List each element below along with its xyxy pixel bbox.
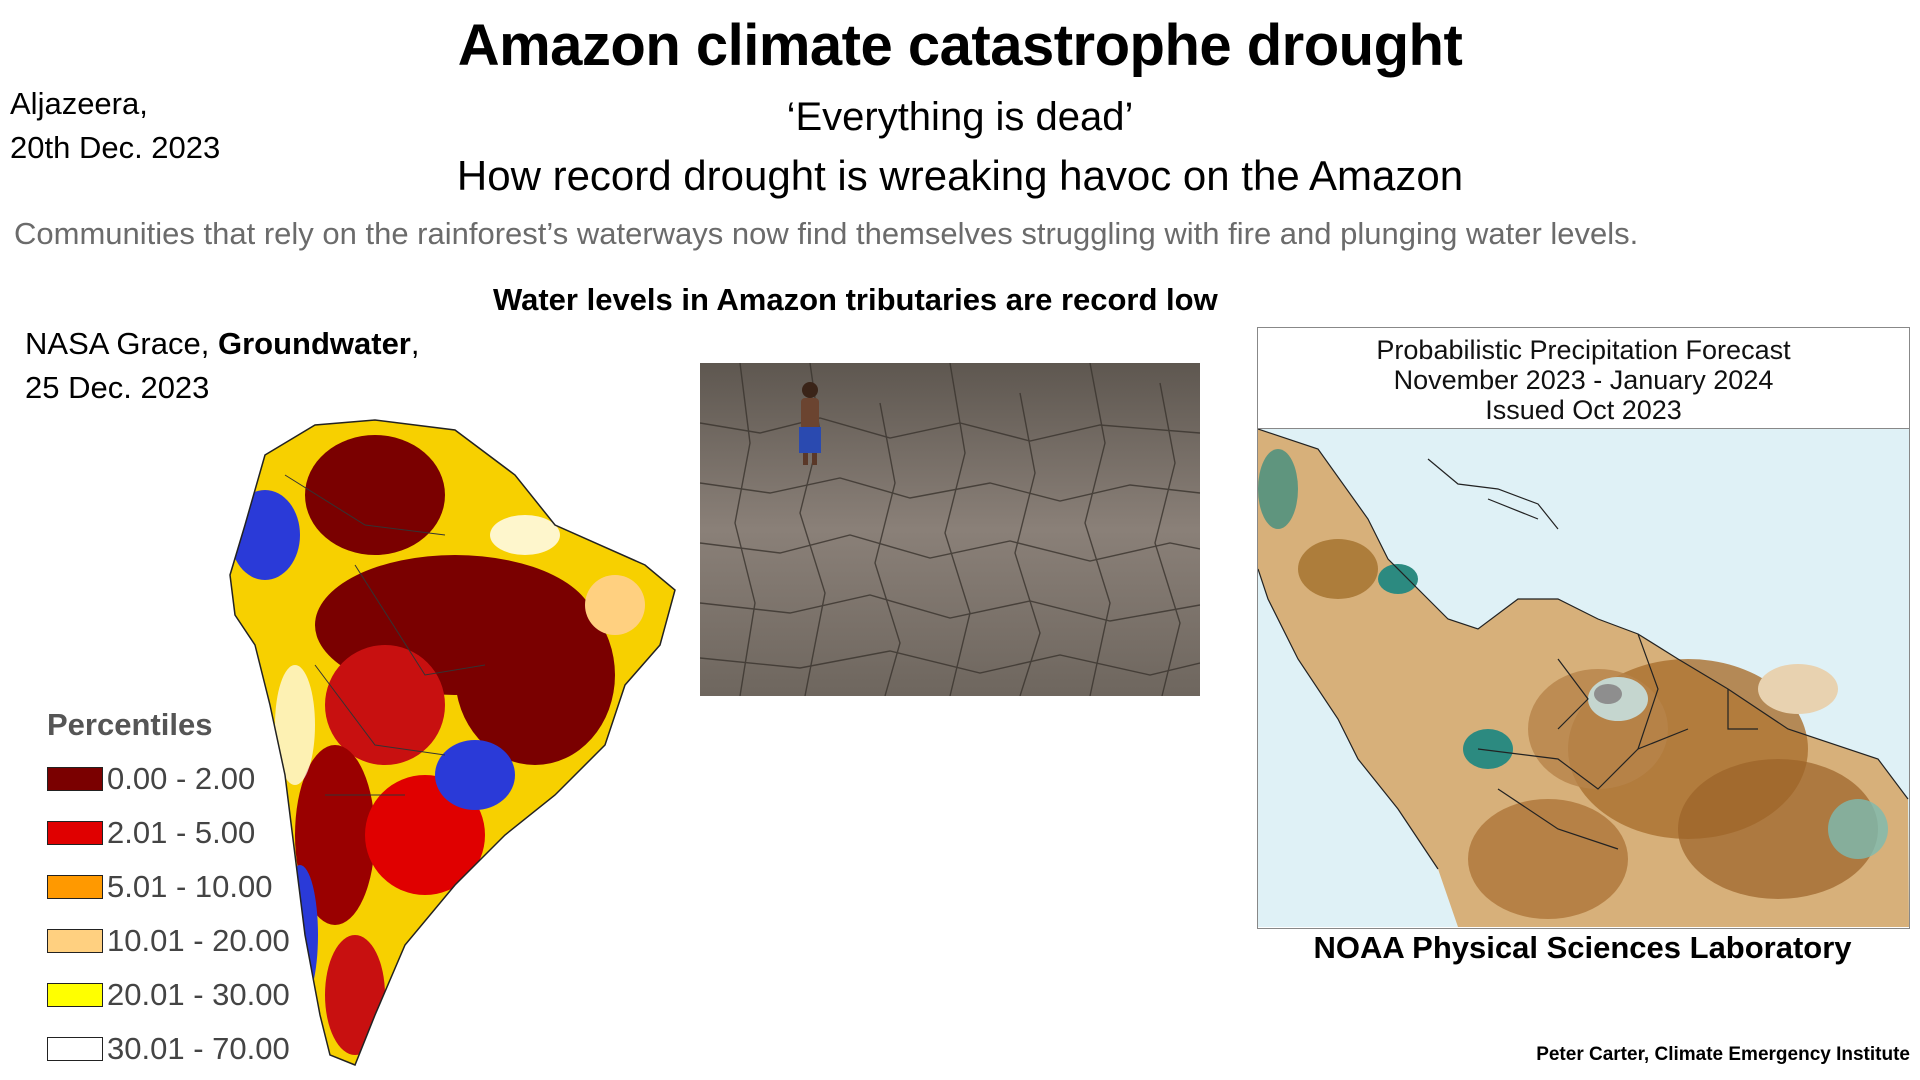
nasa-bold: Groundwater — [217, 326, 411, 361]
legend-item: 30.01 - 70.00 — [47, 1031, 290, 1066]
noaa-caption: NOAA Physical Sciences Laboratory — [1313, 930, 1852, 965]
legend-item: 5.01 - 10.00 — [47, 869, 273, 904]
water-caption: Water levels in Amazon tributaries are r… — [493, 282, 1218, 317]
legend-item: 2.01 - 5.00 — [47, 815, 256, 850]
noaa-header-line: November 2023 - January 2024 — [1393, 365, 1774, 395]
noaa-panel: Probabilistic Precipitation Forecast Nov… — [1257, 327, 1910, 929]
quote: ‘Everything is dead’ — [786, 95, 1134, 139]
headline: How record drought is wreaking havoc on … — [456, 152, 1464, 199]
legend-label: 5.01 - 10.00 — [107, 869, 273, 904]
subtitle: Communities that rely on the rainforest’… — [14, 216, 1639, 251]
nasa-date: 25 Dec. 2023 — [25, 370, 210, 405]
nasa-label: NASA Grace, Groundwater, 25 Dec. 2023 — [25, 322, 420, 410]
source-date: 20th Dec. 2023 — [10, 130, 221, 165]
drought-photo — [700, 363, 1200, 696]
legend-swatch — [47, 875, 103, 899]
credit: Peter Carter, Climate Emergency Institut… — [1536, 1044, 1910, 1065]
legend-label: 20.01 - 30.00 — [107, 977, 290, 1012]
landmass — [1258, 429, 1909, 927]
noaa-header-line: Probabilistic Precipitation Forecast — [1376, 335, 1791, 365]
legend-label: 2.01 - 5.00 — [107, 815, 256, 850]
legend-label: 10.01 - 20.00 — [107, 923, 290, 958]
nasa-suffix: , — [410, 326, 420, 361]
legend-item: 10.01 - 20.00 — [47, 923, 290, 958]
child-figure — [799, 382, 821, 465]
legend-item: 0.00 - 2.00 — [47, 761, 256, 796]
legend-swatch — [47, 983, 103, 1007]
legend-swatch — [47, 1037, 103, 1061]
source-outlet: Aljazeera, — [10, 86, 148, 121]
slide-title: Amazon climate catastrophe drought — [457, 13, 1463, 78]
legend-label: 30.01 - 70.00 — [107, 1031, 290, 1066]
legend-swatch — [47, 767, 103, 791]
legend-swatch — [47, 821, 103, 845]
nasa-prefix: NASA Grace, — [25, 326, 218, 361]
noaa-header: Probabilistic Precipitation Forecast Nov… — [1258, 328, 1909, 429]
legend-swatch — [47, 929, 103, 953]
legend-title: Percentiles — [47, 707, 213, 742]
noaa-header-line: Issued Oct 2023 — [1485, 395, 1682, 425]
groundwater-map-icon — [229, 419, 676, 1066]
legend-label: 0.00 - 2.00 — [107, 761, 256, 796]
source-attribution: Aljazeera, 20th Dec. 2023 — [10, 82, 220, 170]
precipitation-map-icon — [1258, 429, 1909, 927]
legend-item: 20.01 - 30.00 — [47, 977, 290, 1012]
